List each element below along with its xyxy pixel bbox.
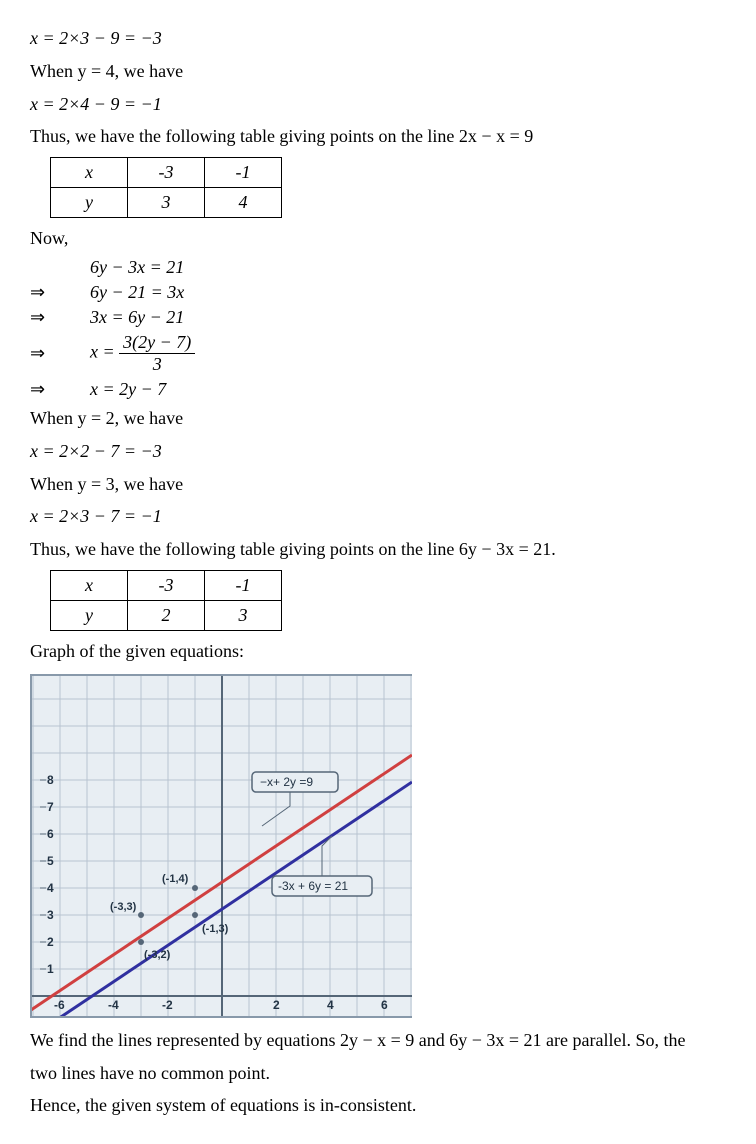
graph-title: Graph of the given equations: [30, 637, 726, 666]
point-neg1-4 [192, 885, 198, 891]
table2-header-x: x [51, 570, 128, 600]
eq-label-blue: -3x + 6y = 21 [278, 879, 348, 893]
pt-label-neg1-4: (-1,4) [162, 873, 189, 885]
point-neg3-2 [138, 939, 144, 945]
fraction-num: 3(2y − 7) [119, 332, 195, 354]
arrow-icon: ⇒ [30, 307, 90, 328]
equation-3: x = 2×2 − 7 = −3 [30, 437, 726, 466]
point-neg1-3 [192, 912, 198, 918]
fraction: 3(2y − 7) 3 [119, 332, 195, 375]
y-ticks: 1 2 3 4 5 6 7 8 [40, 773, 54, 976]
derivation-block: 6y − 3x = 21 ⇒ 6y − 21 = 3x ⇒ 3x = 6y − … [30, 257, 726, 400]
point-neg3-3 [138, 912, 144, 918]
svg-text:5: 5 [47, 854, 54, 868]
table-1: x -3 -1 y 3 4 [50, 157, 282, 218]
graph-svg: 1 2 3 4 5 6 7 8 -6 -4 -2 2 4 6 (-1,4) (-… [32, 676, 412, 1016]
table1-y-1: 4 [205, 188, 282, 218]
arrow-icon: ⇒ [30, 379, 90, 400]
table-2: x -3 -1 y 2 3 [50, 570, 282, 631]
svg-text:6: 6 [381, 998, 388, 1012]
svg-text:-2: -2 [162, 998, 173, 1012]
eq-label-red: −x+ 2y =9 [260, 775, 313, 789]
when-y3: When y = 3, we have [30, 470, 726, 499]
pt-label-neg3-3: (-3,3) [110, 901, 137, 913]
table1-header-y: y [51, 188, 128, 218]
table2-x-0: -3 [128, 570, 205, 600]
table1-header-x: x [51, 158, 128, 188]
deriv-4-lhs: x = [90, 342, 119, 362]
when-y4: When y = 4, we have [30, 57, 726, 86]
svg-text:3: 3 [47, 908, 54, 922]
svg-text:6: 6 [47, 827, 54, 841]
conclusion-1: We find the lines represented by equatio… [30, 1026, 726, 1055]
svg-text:2: 2 [47, 935, 54, 949]
svg-text:7: 7 [47, 800, 54, 814]
pt-label-neg3-2: (-3,2) [144, 949, 171, 961]
deriv-2: 6y − 21 = 3x [90, 282, 184, 303]
svg-text:4: 4 [47, 881, 54, 895]
now-label: Now, [30, 224, 726, 253]
thus-2: Thus, we have the following table giving… [30, 535, 726, 564]
svg-text:-6: -6 [54, 998, 65, 1012]
when-y2: When y = 2, we have [30, 404, 726, 433]
table1-x-0: -3 [128, 158, 205, 188]
graph-container: 1 2 3 4 5 6 7 8 -6 -4 -2 2 4 6 (-1,4) (-… [30, 674, 412, 1018]
table2-y-1: 3 [205, 600, 282, 630]
arrow-icon: ⇒ [30, 343, 90, 364]
arrow-icon: ⇒ [30, 282, 90, 303]
conclusion-2: two lines have no common point. [30, 1059, 726, 1088]
pt-label-neg1-3: (-1,3) [202, 923, 229, 935]
svg-text:2: 2 [273, 998, 280, 1012]
svg-text:-4: -4 [108, 998, 119, 1012]
table1-x-1: -1 [205, 158, 282, 188]
svg-text:4: 4 [327, 998, 334, 1012]
fraction-den: 3 [119, 354, 195, 375]
deriv-3: 3x = 6y − 21 [90, 307, 184, 328]
equation-4: x = 2×3 − 7 = −1 [30, 502, 726, 531]
svg-text:1: 1 [47, 962, 54, 976]
svg-text:8: 8 [47, 773, 54, 787]
equation-1: x = 2×3 − 9 = −3 [30, 24, 726, 53]
table2-x-1: -1 [205, 570, 282, 600]
table2-y-0: 2 [128, 600, 205, 630]
equation-2: x = 2×4 − 9 = −1 [30, 90, 726, 119]
deriv-1: 6y − 3x = 21 [90, 257, 184, 278]
table1-y-0: 3 [128, 188, 205, 218]
table2-header-y: y [51, 600, 128, 630]
deriv-5: x = 2y − 7 [90, 379, 166, 400]
deriv-4: x = 3(2y − 7) 3 [90, 332, 195, 375]
conclusion-3: Hence, the given system of equations is … [30, 1091, 726, 1120]
thus-1: Thus, we have the following table giving… [30, 122, 726, 151]
